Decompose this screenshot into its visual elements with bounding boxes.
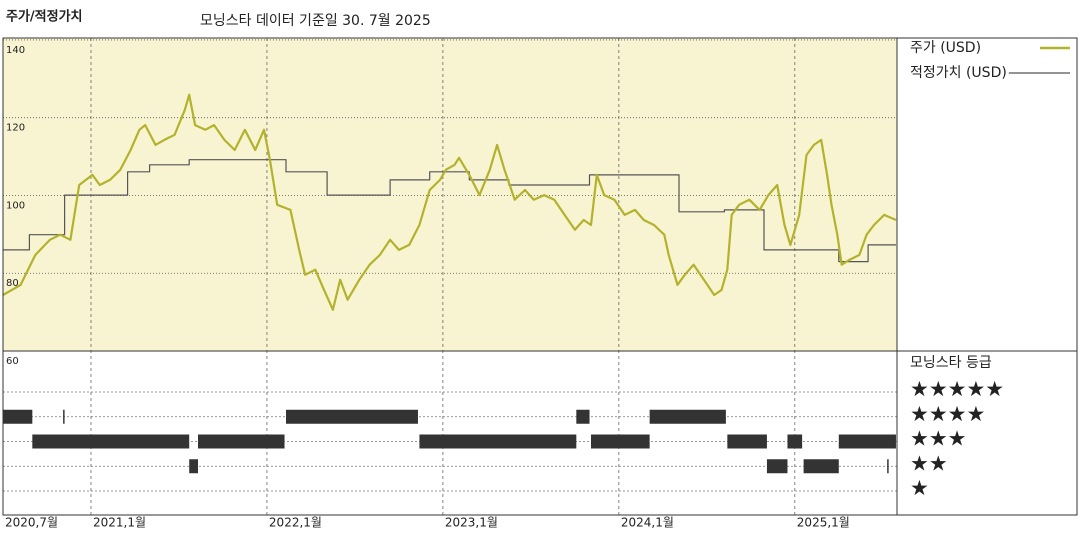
rating-label: ★★ [910, 451, 948, 475]
rating-bar [649, 409, 726, 424]
rating-bar [590, 434, 650, 449]
rating-bar [838, 434, 896, 449]
x-tick-label: 2022,1월 [269, 516, 322, 530]
legend-label: 적정가치 (USD) [910, 65, 1007, 81]
rating-bar [803, 459, 839, 474]
rating-label: ★★★★★ [910, 377, 1004, 401]
legend-label: 주가 (USD) [910, 40, 981, 56]
x-tick-label: 2023,1월 [445, 516, 498, 530]
series-line [3, 159, 896, 263]
rating-label: ★★★★ [910, 402, 985, 426]
series-line [2, 93, 897, 311]
x-tick-label: 2025,1월 [797, 516, 850, 530]
rating-bar [3, 409, 33, 424]
rating-bar [63, 409, 65, 424]
y-tick-label: 140 [6, 45, 25, 56]
rating-bar [419, 434, 577, 449]
rating-bar [285, 409, 418, 424]
x-tick-label: 2020,7월 [5, 516, 58, 530]
rating-bar [727, 434, 767, 449]
chart-title: 모닝스타 데이터 기준일 30. 7월 2025 [200, 13, 431, 29]
plot-background [3, 38, 897, 351]
rating-bar [887, 459, 889, 474]
chart-heading: 주가/적정가치 [6, 9, 83, 25]
rating-bar [787, 434, 803, 449]
rating-label: ★★★ [910, 427, 966, 451]
y-tick-label: 80 [6, 278, 19, 289]
rating-bar [32, 434, 190, 449]
y-tick-label: 60 [6, 356, 19, 367]
y-tick-label: 120 [6, 123, 25, 134]
rating-bar [198, 434, 285, 449]
x-tick-label: 2024,1월 [621, 516, 674, 530]
rating-bar [766, 459, 788, 474]
frame [2, 37, 1078, 516]
x-tick-label: 2021,1월 [93, 516, 146, 530]
rating-label: ★ [910, 476, 929, 500]
rating-bar [189, 459, 199, 474]
rating-bar [576, 409, 590, 424]
rating-title: 모닝스타 등급 [910, 355, 992, 371]
y-tick-label: 100 [6, 200, 25, 211]
